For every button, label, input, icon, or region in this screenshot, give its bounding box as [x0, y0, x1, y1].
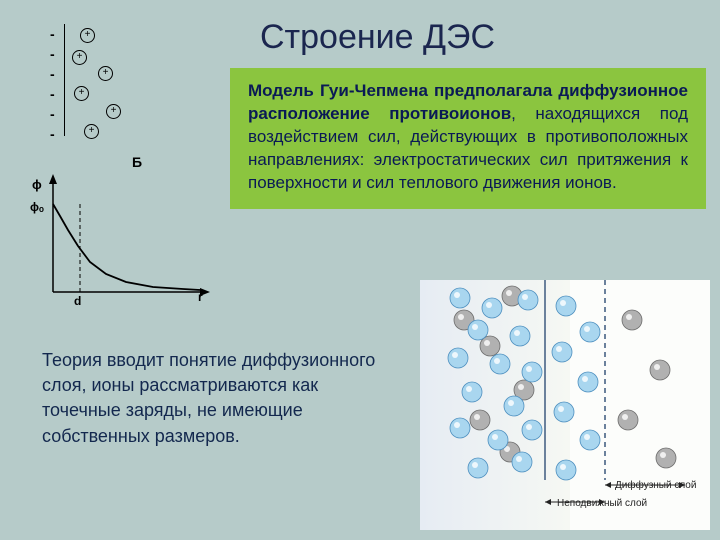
arrowhead [605, 482, 611, 488]
graph-label-phio: ϕₒ [30, 200, 44, 214]
blue-ion [518, 290, 538, 310]
blue-ion [510, 326, 530, 346]
blue-ion [578, 372, 598, 392]
surface-line [64, 24, 65, 136]
graph-label-phi: ϕ [32, 177, 42, 192]
potential-curve [53, 204, 200, 290]
graph-svg [18, 172, 218, 322]
plus-ion: + [80, 28, 95, 43]
blue-ion [450, 288, 470, 308]
page-title: Строение ДЭС [260, 18, 495, 57]
particle-svg [420, 280, 710, 530]
blue-ion [482, 298, 502, 318]
ion-sketch: - - - - - - + + + + + + [18, 20, 178, 150]
blue-ion [556, 460, 576, 480]
blue-ion [556, 296, 576, 316]
particle-panel: Диффузный слой Неподвижный слой [420, 280, 710, 530]
arrowhead [545, 499, 551, 505]
plus-ion: + [106, 104, 121, 119]
plus-ion: + [98, 66, 113, 81]
blue-ion [522, 362, 542, 382]
plus-ion: + [72, 50, 87, 65]
model-description-box: Модель Гуи-Чепмена предполагала диффузио… [230, 68, 706, 209]
graph-label-d: d [74, 294, 81, 308]
blue-ion [580, 322, 600, 342]
slide: Строение ДЭС Модель Гуи-Чепмена предпола… [0, 0, 720, 540]
blue-ion [448, 348, 468, 368]
minus-charge: - [50, 86, 55, 102]
blue-ion [522, 420, 542, 440]
blue-ion [512, 452, 532, 472]
blue-ion [554, 402, 574, 422]
minus-charge: - [50, 106, 55, 122]
gray-ion [622, 310, 642, 330]
graph-label-B: Б [132, 154, 142, 170]
minus-charge: - [50, 126, 55, 142]
gray-ion [470, 410, 490, 430]
blue-ion [580, 430, 600, 450]
plus-ion: + [84, 124, 99, 139]
blue-ion [488, 430, 508, 450]
blue-ion [468, 458, 488, 478]
blue-ion [468, 320, 488, 340]
y-axis-arrow [49, 174, 57, 184]
plus-ion: + [74, 86, 89, 101]
caption-fixed-layer: Неподвижный слой [557, 498, 647, 509]
blue-ion [462, 382, 482, 402]
diffusion-layer-text: Теория вводит понятие диффузионного слоя… [42, 348, 382, 449]
minus-charge: - [50, 26, 55, 42]
blue-ion [552, 342, 572, 362]
minus-charge: - [50, 46, 55, 62]
blue-ion [490, 354, 510, 374]
minus-charge: - [50, 66, 55, 82]
gray-ion [656, 448, 676, 468]
graph-label-r: r [198, 290, 203, 304]
blue-ion [450, 418, 470, 438]
blue-ion [504, 396, 524, 416]
gray-ion [618, 410, 638, 430]
gray-ion [650, 360, 670, 380]
potential-graph: Б ϕ ϕₒ d r [18, 172, 218, 322]
caption-diffuse-layer: Диффузный слой [615, 480, 696, 491]
